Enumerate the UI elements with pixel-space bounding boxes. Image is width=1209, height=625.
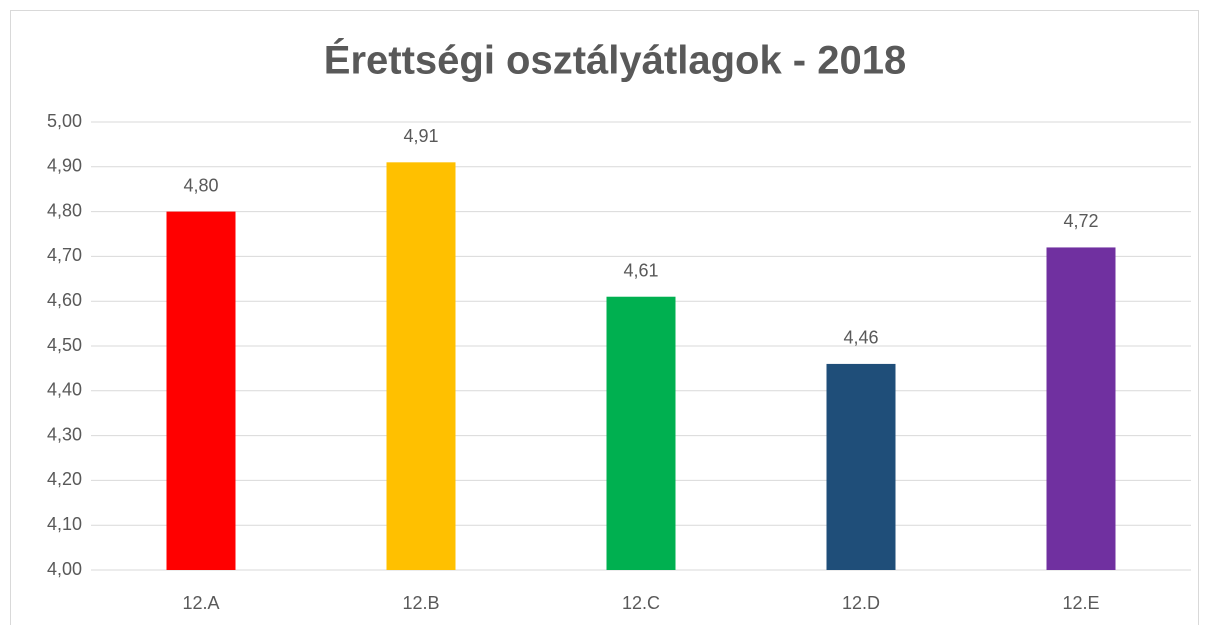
x-tick-label: 12.A: [182, 593, 219, 613]
data-label: 4,72: [1063, 211, 1098, 231]
y-tick-label: 5,00: [47, 111, 82, 131]
y-tick-label: 4,20: [47, 469, 82, 489]
y-tick-label: 4,70: [47, 245, 82, 265]
data-label: 4,61: [623, 260, 658, 280]
x-tick-label: 12.B: [402, 593, 439, 613]
x-tick-label: 12.D: [842, 593, 880, 613]
bar: [386, 162, 456, 570]
y-tick-label: 4,80: [47, 200, 82, 220]
bar: [826, 363, 896, 570]
y-tick-label: 4,50: [47, 335, 82, 355]
chart-title: Érettségi osztályátlagok - 2018: [324, 38, 906, 83]
data-label: 4,91: [403, 126, 438, 146]
x-tick-label: 12.E: [1062, 593, 1099, 613]
y-tick-label: 4,00: [47, 559, 82, 579]
data-label: 4,80: [183, 175, 218, 195]
bar: [1046, 247, 1116, 570]
data-label: 4,46: [843, 328, 878, 348]
y-tick-label: 4,10: [47, 514, 82, 534]
y-tick-label: 4,60: [47, 290, 82, 310]
bar: [166, 211, 236, 570]
y-tick-label: 4,90: [47, 156, 82, 176]
x-tick-label: 12.C: [622, 593, 660, 613]
bar: [606, 296, 676, 570]
y-tick-label: 4,40: [47, 380, 82, 400]
y-tick-label: 4,30: [47, 424, 82, 444]
